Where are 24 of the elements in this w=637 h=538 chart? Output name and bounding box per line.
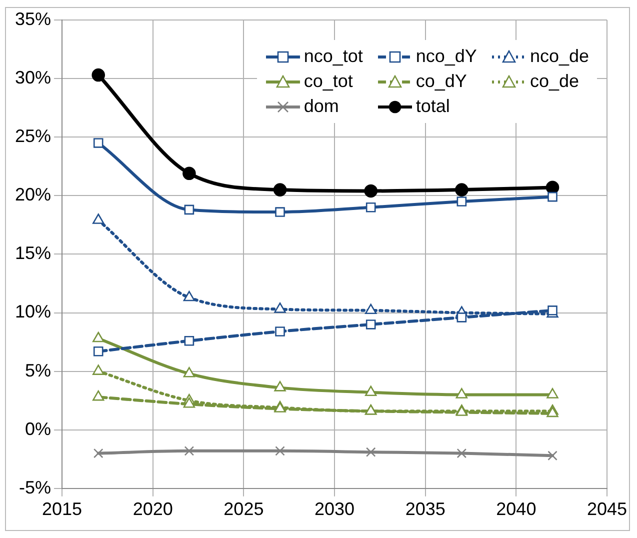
x-tick-label: 2035: [405, 499, 446, 520]
x-tick-label: 2015: [42, 499, 82, 520]
y-tick-label: 20%: [14, 184, 52, 205]
x-tick-label: 2025: [224, 499, 264, 520]
x-tick-label: 2045: [586, 499, 628, 520]
y-tick-label: 25%: [14, 126, 52, 146]
x-tick-label: 2020: [132, 499, 173, 520]
legend-label: co_de: [530, 71, 579, 92]
legend-label: nco_de: [530, 46, 589, 67]
y-tick-label: 35%: [14, 8, 52, 29]
y-tick-label: 30%: [14, 68, 52, 88]
legend-label: co_dY: [416, 71, 467, 92]
y-tick-label: 5%: [25, 360, 52, 380]
legend-label: total: [416, 96, 450, 117]
y-tick-label: 15%: [14, 243, 52, 264]
x-tick-label: 2040: [496, 499, 536, 520]
legend-label: dom: [304, 96, 339, 117]
y-tick-label: -5%: [19, 477, 52, 498]
legend-label: co_tot: [304, 71, 353, 92]
y-tick-label: 0%: [25, 418, 52, 439]
y-tick-label: 10%: [14, 302, 52, 322]
legend-label: nco_dY: [416, 46, 477, 67]
x-tick-label: 2030: [314, 499, 355, 520]
legend-label: nco_tot: [304, 46, 363, 67]
